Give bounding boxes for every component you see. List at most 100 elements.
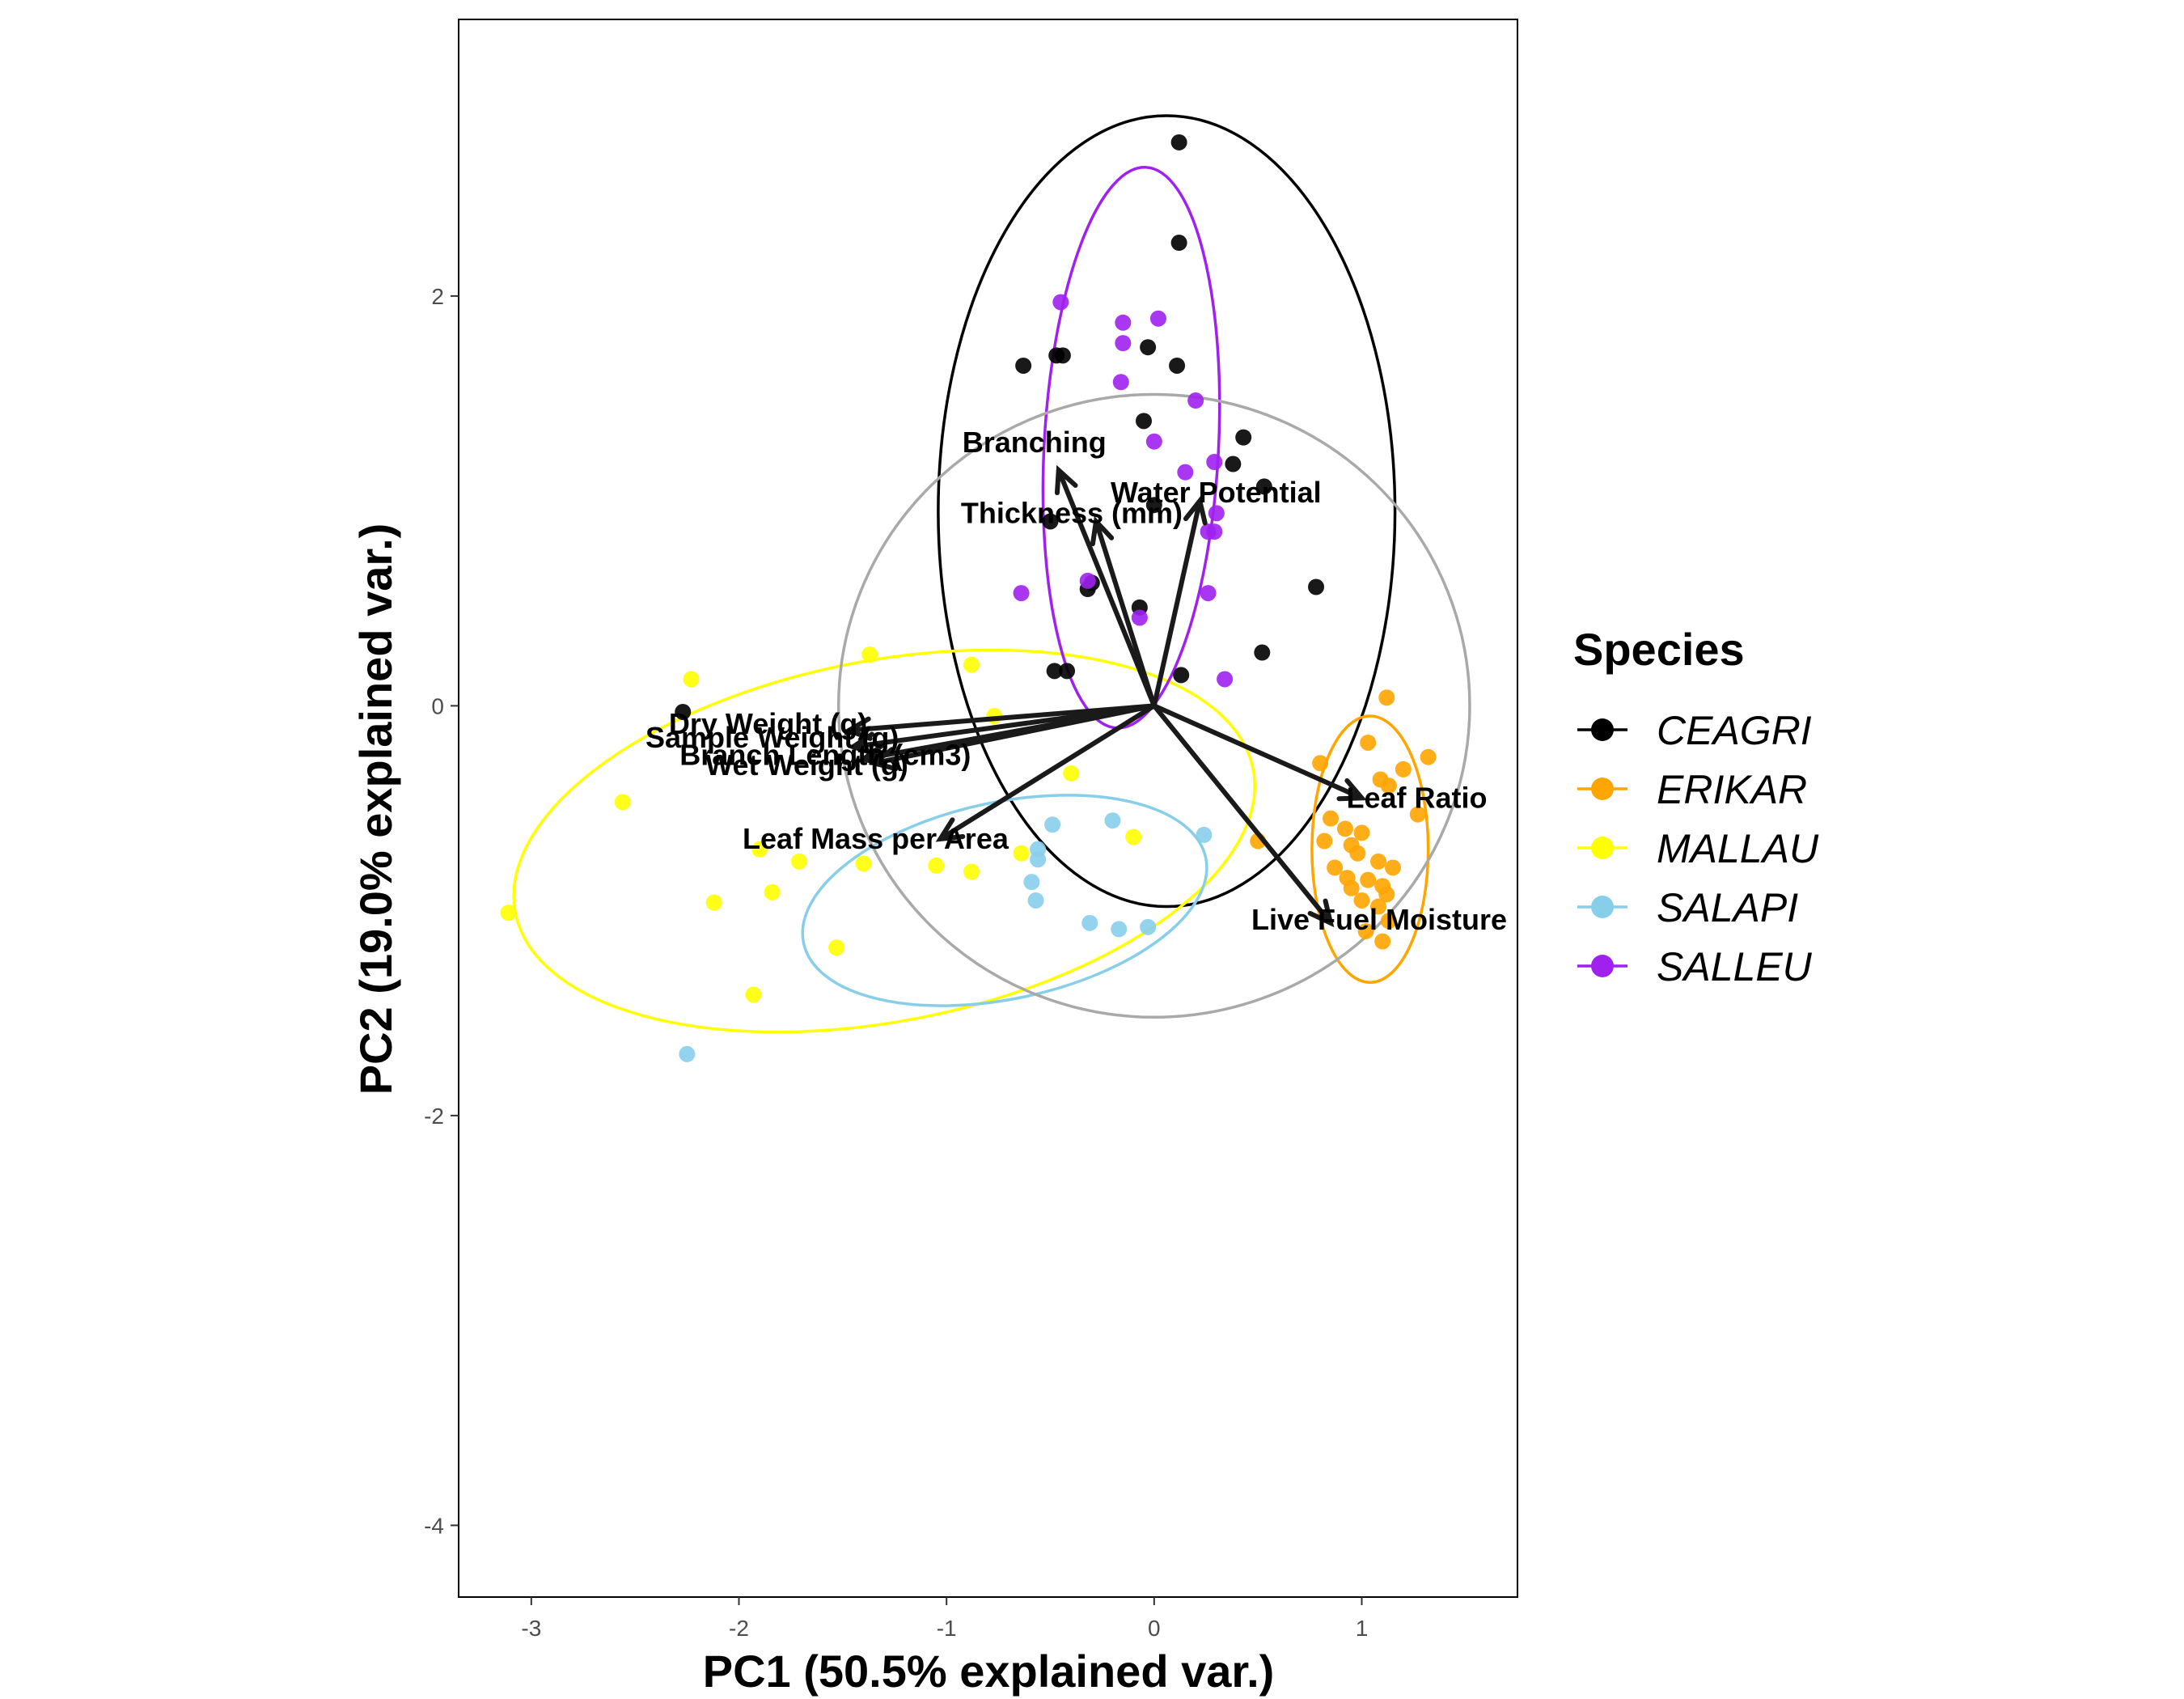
loading-label-branching: Branching bbox=[963, 426, 1107, 459]
point-salleu bbox=[1115, 314, 1132, 331]
ellipse-erikar bbox=[1310, 714, 1430, 985]
loading-arrowhead-live-fuel-moisture bbox=[1307, 898, 1335, 928]
loading-label-wet-weight-g: Wet Weight (g) bbox=[705, 748, 908, 782]
point-erikar bbox=[1385, 859, 1401, 876]
loading-arrow-leaf-mass-per-area bbox=[938, 703, 1156, 841]
x-axis: -3 -2 -1 0 1 bbox=[521, 1597, 1368, 1641]
point-salleu bbox=[1112, 374, 1129, 391]
y-tick-label: 0 bbox=[431, 693, 444, 718]
loading-arrowhead-leaf-mass-per-area bbox=[935, 817, 966, 842]
legend-label-salleu: SALLEU bbox=[1657, 944, 1813, 989]
loading-arrow-leaf-ratio bbox=[1153, 703, 1363, 801]
point-mallau bbox=[705, 894, 722, 911]
point-mallau bbox=[963, 863, 980, 880]
x-axis-title: PC1 (50.5% explained var.) bbox=[703, 1646, 1275, 1697]
point-erikar bbox=[1380, 777, 1397, 794]
point-mallau bbox=[928, 857, 945, 874]
point-erikar bbox=[1409, 806, 1426, 823]
point-mallau bbox=[855, 855, 872, 872]
point-mallau bbox=[1125, 828, 1142, 845]
point-erikar bbox=[1378, 689, 1395, 706]
y-tick-label: -2 bbox=[424, 1104, 444, 1129]
point-salapi bbox=[1111, 921, 1128, 938]
loading-arrow-water-potential bbox=[1151, 500, 1203, 707]
point-erikar bbox=[1370, 853, 1387, 870]
point-erikar bbox=[1353, 892, 1370, 909]
point-ceagri bbox=[1145, 497, 1162, 514]
legend-label-ceagri: CEAGRI bbox=[1657, 708, 1812, 753]
point-salapi bbox=[1030, 851, 1047, 868]
point-ceagri bbox=[1170, 235, 1187, 252]
loading-arrow-dry-weight-g bbox=[849, 703, 1155, 733]
point-ceagri bbox=[1255, 478, 1272, 495]
point-ceagri bbox=[1046, 663, 1063, 680]
point-mallau bbox=[1063, 765, 1080, 782]
point-salleu bbox=[1145, 433, 1162, 450]
point-ceagri bbox=[1140, 339, 1157, 356]
point-salapi bbox=[1196, 826, 1213, 843]
point-mallau bbox=[614, 794, 631, 811]
legend-key-point-mallau bbox=[1591, 837, 1614, 859]
y-axis-title: PC2 (19.0% explained var.) bbox=[350, 523, 401, 1095]
point-salleu bbox=[1217, 671, 1234, 688]
point-mallau bbox=[963, 656, 980, 673]
point-salleu bbox=[1079, 572, 1096, 589]
loading-label-sample-weight-g: Sample Weight (g) bbox=[645, 721, 899, 754]
point-salleu bbox=[1200, 585, 1217, 602]
point-salleu bbox=[1206, 454, 1223, 471]
points-layer bbox=[500, 133, 1437, 1062]
y-tick-label: 2 bbox=[431, 284, 444, 309]
point-erikar bbox=[1360, 871, 1377, 888]
loading-label-branch-length-cm3: Branch Length (cm3) bbox=[679, 738, 971, 771]
legend-label-erikar: ERIKAR bbox=[1657, 767, 1807, 812]
loading-label-dry-weight-g: Dry Weight (g) bbox=[669, 707, 867, 740]
loading-arrow-branch-length-cm3 bbox=[873, 703, 1155, 766]
point-erikar bbox=[1316, 833, 1333, 850]
point-erikar bbox=[1360, 734, 1377, 751]
y-tick-label: -4 bbox=[424, 1513, 444, 1538]
loading-arrows-layer bbox=[843, 464, 1367, 928]
point-ceagri bbox=[1169, 357, 1186, 374]
point-erikar bbox=[1370, 898, 1387, 915]
point-erikar bbox=[1349, 845, 1366, 862]
point-mallau bbox=[1013, 845, 1030, 862]
point-ceagri bbox=[1225, 455, 1242, 472]
point-salapi bbox=[1140, 918, 1157, 935]
loading-label-leaf-mass-per-area: Leaf Mass per Area bbox=[743, 822, 1009, 855]
legend-key-point-salapi bbox=[1591, 896, 1614, 918]
point-erikar bbox=[1327, 859, 1344, 876]
point-erikar bbox=[1357, 922, 1374, 939]
x-tick-label: -3 bbox=[521, 1616, 541, 1641]
point-salapi bbox=[1027, 892, 1044, 909]
x-tick-label: -2 bbox=[729, 1616, 749, 1641]
point-erikar bbox=[1378, 886, 1395, 903]
point-ceagri bbox=[1136, 413, 1152, 430]
ellipse-salapi bbox=[801, 794, 1208, 1007]
loading-arrow-thickness-mm bbox=[1094, 520, 1157, 707]
point-salleu bbox=[1131, 609, 1148, 626]
point-erikar bbox=[1343, 879, 1360, 896]
point-salapi bbox=[1081, 914, 1098, 931]
point-erikar bbox=[1395, 761, 1412, 777]
point-erikar bbox=[1353, 824, 1370, 841]
point-salleu bbox=[1052, 294, 1069, 311]
point-salleu bbox=[1177, 464, 1194, 481]
legend-key-point-erikar bbox=[1591, 777, 1614, 800]
legend-title: Species bbox=[1573, 624, 1745, 675]
legend: Species CEAGRI ERIKAR MALLAU SALAPI SALLEU bbox=[1573, 624, 1819, 989]
point-ceagri bbox=[1015, 357, 1032, 374]
x-tick-label: 1 bbox=[1356, 1616, 1369, 1641]
point-ceagri bbox=[1173, 667, 1190, 684]
loading-label-thickness-mm: Thickness (mm) bbox=[961, 496, 1183, 529]
point-ceagri bbox=[1042, 513, 1059, 530]
point-mallau bbox=[500, 905, 517, 922]
legend-label-mallau: MALLAU bbox=[1657, 826, 1819, 871]
loading-arrowhead-water-potential bbox=[1183, 495, 1208, 526]
point-ceagri bbox=[1059, 663, 1076, 680]
point-salleu bbox=[1115, 335, 1132, 352]
loading-arrowhead-thickness-mm bbox=[1090, 515, 1115, 547]
legend-label-salapi: SALAPI bbox=[1657, 885, 1798, 930]
point-ceagri bbox=[1170, 133, 1187, 150]
point-salleu bbox=[1208, 505, 1225, 522]
